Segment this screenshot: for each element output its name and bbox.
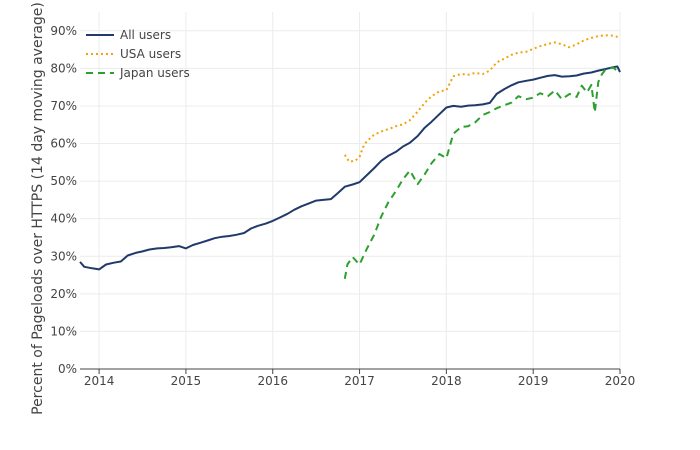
y-tick-label: 70% bbox=[50, 99, 77, 113]
gridlines bbox=[80, 12, 621, 369]
y-tick-label: 80% bbox=[50, 61, 77, 75]
series-line-usa-users bbox=[343, 34, 621, 163]
series-line-japan-users bbox=[343, 66, 621, 279]
y-axis-label: Percent of Pageloads over HTTPS (14 day … bbox=[30, 2, 46, 415]
legend: All users USA users Japan users bbox=[86, 28, 190, 80]
y-tick-label: 0% bbox=[58, 362, 77, 376]
legend-label: All users bbox=[120, 28, 171, 42]
y-tick-label: 10% bbox=[50, 324, 77, 338]
x-tick-label: 2018 bbox=[431, 374, 462, 388]
x-tick-label: 2017 bbox=[344, 374, 375, 388]
x-tick-label: 2014 bbox=[84, 374, 115, 388]
x-tick-label: 2015 bbox=[171, 374, 202, 388]
legend-label: USA users bbox=[120, 47, 181, 61]
x-tick-label: 2020 bbox=[605, 374, 636, 388]
y-tick-label: 30% bbox=[50, 249, 77, 263]
y-tick-label: 50% bbox=[50, 174, 77, 188]
x-tick-label: 2019 bbox=[518, 374, 549, 388]
y-tick-label: 20% bbox=[50, 287, 77, 301]
series-line-all-users bbox=[79, 65, 621, 271]
y-tick-label: 40% bbox=[50, 212, 77, 226]
x-tick-label: 2016 bbox=[257, 374, 288, 388]
plot-area bbox=[79, 34, 621, 279]
legend-label: Japan users bbox=[119, 66, 190, 80]
x-axis: 2014 2015 2016 2017 2018 2019 2020 bbox=[84, 369, 635, 388]
y-tick-label: 60% bbox=[50, 137, 77, 151]
y-tick-label: 90% bbox=[50, 24, 77, 38]
y-axis: 0% 10% 20% 30% 40% 50% 60% 70% 80% 90% bbox=[50, 24, 77, 376]
